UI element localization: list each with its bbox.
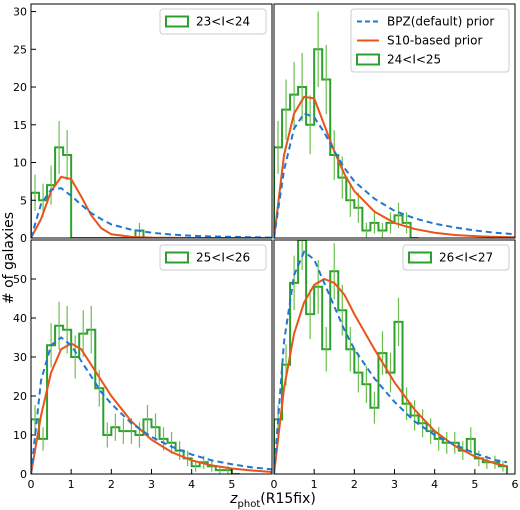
s10-prior-line xyxy=(31,342,272,474)
histogram-steps xyxy=(31,146,152,238)
s10-prior-line xyxy=(31,175,272,238)
legend-box xyxy=(402,244,510,271)
legend: BPZ(default) prior S10-based prior 24<I<25 xyxy=(350,8,510,73)
y-tick-label: 25 xyxy=(13,43,27,56)
x-tick-label: 3 xyxy=(391,478,398,491)
legend-label: 26<I<27 xyxy=(439,251,493,265)
x-tick-label: 0 xyxy=(28,478,35,491)
legend-item-hist: 26<I<27 xyxy=(408,251,493,265)
x-axis-label-sub: phot xyxy=(238,499,261,510)
y-tick-label: 30 xyxy=(13,351,27,364)
x-tick-label: 4 xyxy=(431,478,438,491)
legend-swatch-hist xyxy=(165,251,189,264)
plot-area xyxy=(274,240,508,474)
legend-item-hist: 23<I<24 xyxy=(165,15,250,29)
y-tick-label: 10 xyxy=(13,157,27,170)
x-tick-label: 4 xyxy=(188,478,195,491)
legend-swatch-hist xyxy=(356,53,380,66)
legend-box xyxy=(159,244,267,271)
y-tick-label: 10 xyxy=(13,429,27,442)
panel-bottom-left: 0 10 20 30 40 50 0 1 2 3 4 5 25<I<26 xyxy=(13,239,273,491)
x-axis-label-main: z xyxy=(229,491,238,507)
y-tick-label: 20 xyxy=(13,81,27,94)
y-tick-label: 40 xyxy=(13,312,27,325)
y-tick-label: 50 xyxy=(13,273,27,286)
legend-item-hist: 25<I<26 xyxy=(165,251,250,265)
legend-swatch-hist xyxy=(408,251,432,264)
x-axis-label-suffix: (R15fix) xyxy=(260,491,316,507)
x-tick-label: 5 xyxy=(228,478,235,491)
panel-frame xyxy=(273,3,516,239)
y-tick-label: 30 xyxy=(13,6,27,19)
legend-item-hist: 24<I<25 xyxy=(356,53,441,67)
x-tick-label: 6 xyxy=(512,478,519,491)
y-tick-label: 20 xyxy=(13,390,27,403)
legend-label: 25<I<26 xyxy=(196,251,250,265)
histogram-steps xyxy=(31,324,240,474)
legend-item-s10: S10-based prior xyxy=(357,34,482,48)
panel-bottom-right: 0 1 2 3 4 5 6 26<I<27 xyxy=(271,239,519,491)
histogram-steps xyxy=(274,48,419,238)
bpz-prior-line xyxy=(31,336,272,474)
x-axis-label: zphot(R15fix) xyxy=(229,491,316,510)
x-tick-label: 1 xyxy=(68,478,75,491)
legend-label: 23<I<24 xyxy=(196,15,250,29)
x-tick-label: 5 xyxy=(471,478,478,491)
x-tick-label: 3 xyxy=(148,478,155,491)
x-tick-label: 0 xyxy=(271,478,278,491)
bpz-prior-line xyxy=(274,250,508,474)
legend: 26<I<27 xyxy=(402,244,510,271)
panel-top-left: 0 5 10 15 20 25 30 23<I<24 xyxy=(13,3,273,245)
legend-box xyxy=(159,8,267,35)
plot-area xyxy=(274,11,515,238)
legend-box xyxy=(350,8,510,73)
legend-label: BPZ(default) prior xyxy=(387,15,494,29)
legend-label: S10-based prior xyxy=(387,34,482,48)
panel-frame xyxy=(30,3,273,239)
legend: 25<I<26 xyxy=(159,244,267,271)
s10-prior-line xyxy=(274,277,508,474)
y-axis-label: # of galaxies xyxy=(1,212,17,304)
legend-swatch-hist xyxy=(165,15,189,28)
y-tick-label: 0 xyxy=(20,232,27,245)
legend-item-bpz: BPZ(default) prior xyxy=(357,15,494,29)
x-tick-label: 2 xyxy=(108,478,115,491)
legend-label: 24<I<25 xyxy=(387,53,441,67)
plot-area xyxy=(31,121,272,238)
y-tick-label: 5 xyxy=(20,194,27,207)
plot-area xyxy=(31,301,272,474)
x-tick-label: 1 xyxy=(311,478,318,491)
s10-prior-line xyxy=(274,95,515,238)
x-tick-label: 2 xyxy=(351,478,358,491)
bpz-prior-line xyxy=(274,112,515,238)
legend: 23<I<24 xyxy=(159,8,267,35)
panel-top-right: BPZ(default) prior S10-based prior 24<I<25 xyxy=(273,3,516,239)
y-tick-label: 15 xyxy=(13,119,27,132)
y-tick-label: 0 xyxy=(20,468,27,481)
bpz-prior-line xyxy=(31,187,272,238)
